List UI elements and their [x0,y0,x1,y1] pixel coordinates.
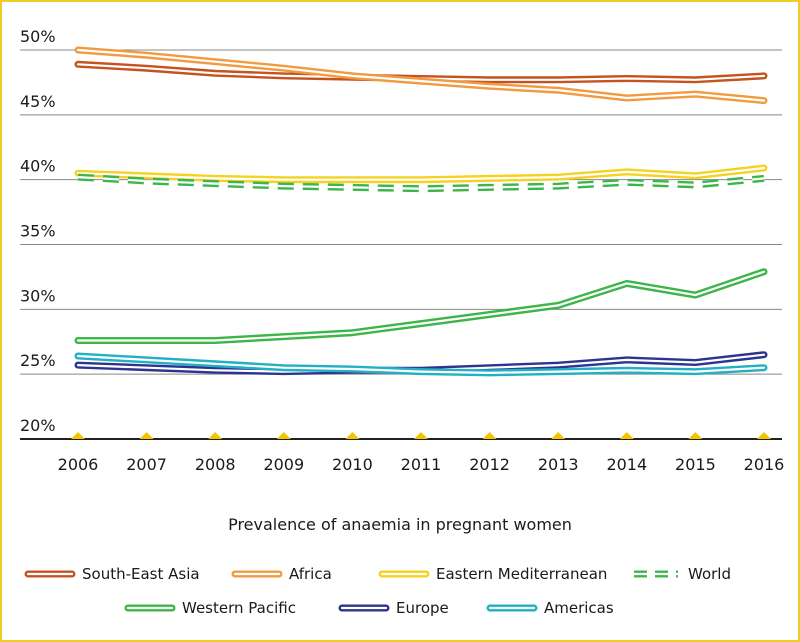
series-eastern-mediterranean [74,164,768,184]
series-lines [74,46,768,377]
legend-item: World [634,565,731,583]
legend-label: Eastern Mediterranean [436,565,607,583]
x-tick-marker [688,432,703,439]
x-tick-marker [414,432,428,439]
x-axis-ticks: 2006 2007 2008 2009 2010 2011 2012 2013 2014 2015… [58,455,785,474]
legend-item: Western Pacific [124,599,296,617]
x-tick-marker [139,432,154,439]
legend-label: South-East Asia [82,565,200,583]
legend-item: Africa [231,565,332,583]
legend-label: Americas [544,599,614,617]
series-line-inner [76,354,766,374]
gridlines [20,49,782,440]
legend-label: Africa [289,565,332,583]
legend-item: South-East Asia [24,565,200,583]
legend: South-East Asia Africa Eastern Mediterrane… [24,565,731,617]
y-tick-label: 25% [20,351,56,370]
x-tick-label: 2012 [469,455,510,474]
x-tick-label: 2007 [126,455,167,474]
x-tick-label: 2014 [606,455,647,474]
x-tick-marker [345,432,360,439]
series-south-east-asia [74,60,768,84]
series-americas [74,352,768,377]
x-tick-marker [208,432,223,439]
x-tick-marker [71,432,85,439]
legend-item: Americas [486,599,614,617]
x-axis-markers [71,432,771,439]
y-tick-label: 50% [20,27,56,46]
x-tick-marker [551,432,566,439]
x-tick-label: 2009 [263,455,304,474]
legend-label: Western Pacific [182,599,296,617]
y-tick-label: 30% [20,286,56,305]
x-tick-marker [757,432,771,439]
y-tick-label: 20% [20,416,56,435]
x-tick-label: 2010 [332,455,373,474]
series-africa [74,46,768,105]
y-tick-label: 45% [20,92,56,111]
x-tick-label: 2015 [675,455,716,474]
series-western-pacific [74,268,768,344]
series-line-inner [77,176,765,190]
series-line-inner [76,48,766,102]
x-tick-label: 2011 [401,455,442,474]
y-tick-label: 35% [20,222,56,241]
series-line [74,268,768,344]
y-tick-label: 40% [20,157,56,176]
x-tick-marker [482,432,497,439]
x-tick-marker [276,432,291,439]
x-tick-marker [619,432,634,439]
x-tick-label: 2008 [195,455,236,474]
x-tick-label: 2016 [744,455,785,474]
series-world [77,173,765,193]
x-tick-label: 2006 [58,455,99,474]
legend-label: Europe [396,599,449,617]
series-line-inner [76,270,766,342]
legend-item: Eastern Mediterranean [378,565,607,583]
x-tick-label: 2013 [538,455,579,474]
series-line-inner [76,166,766,181]
legend-label: World [688,565,731,583]
legend-item: Europe [338,599,449,617]
y-axis-ticks: 20% 25% 30% 35% 40% 45% 50% [20,27,56,435]
x-axis-label: Prevalence of anaemia in pregnant women [228,515,572,534]
